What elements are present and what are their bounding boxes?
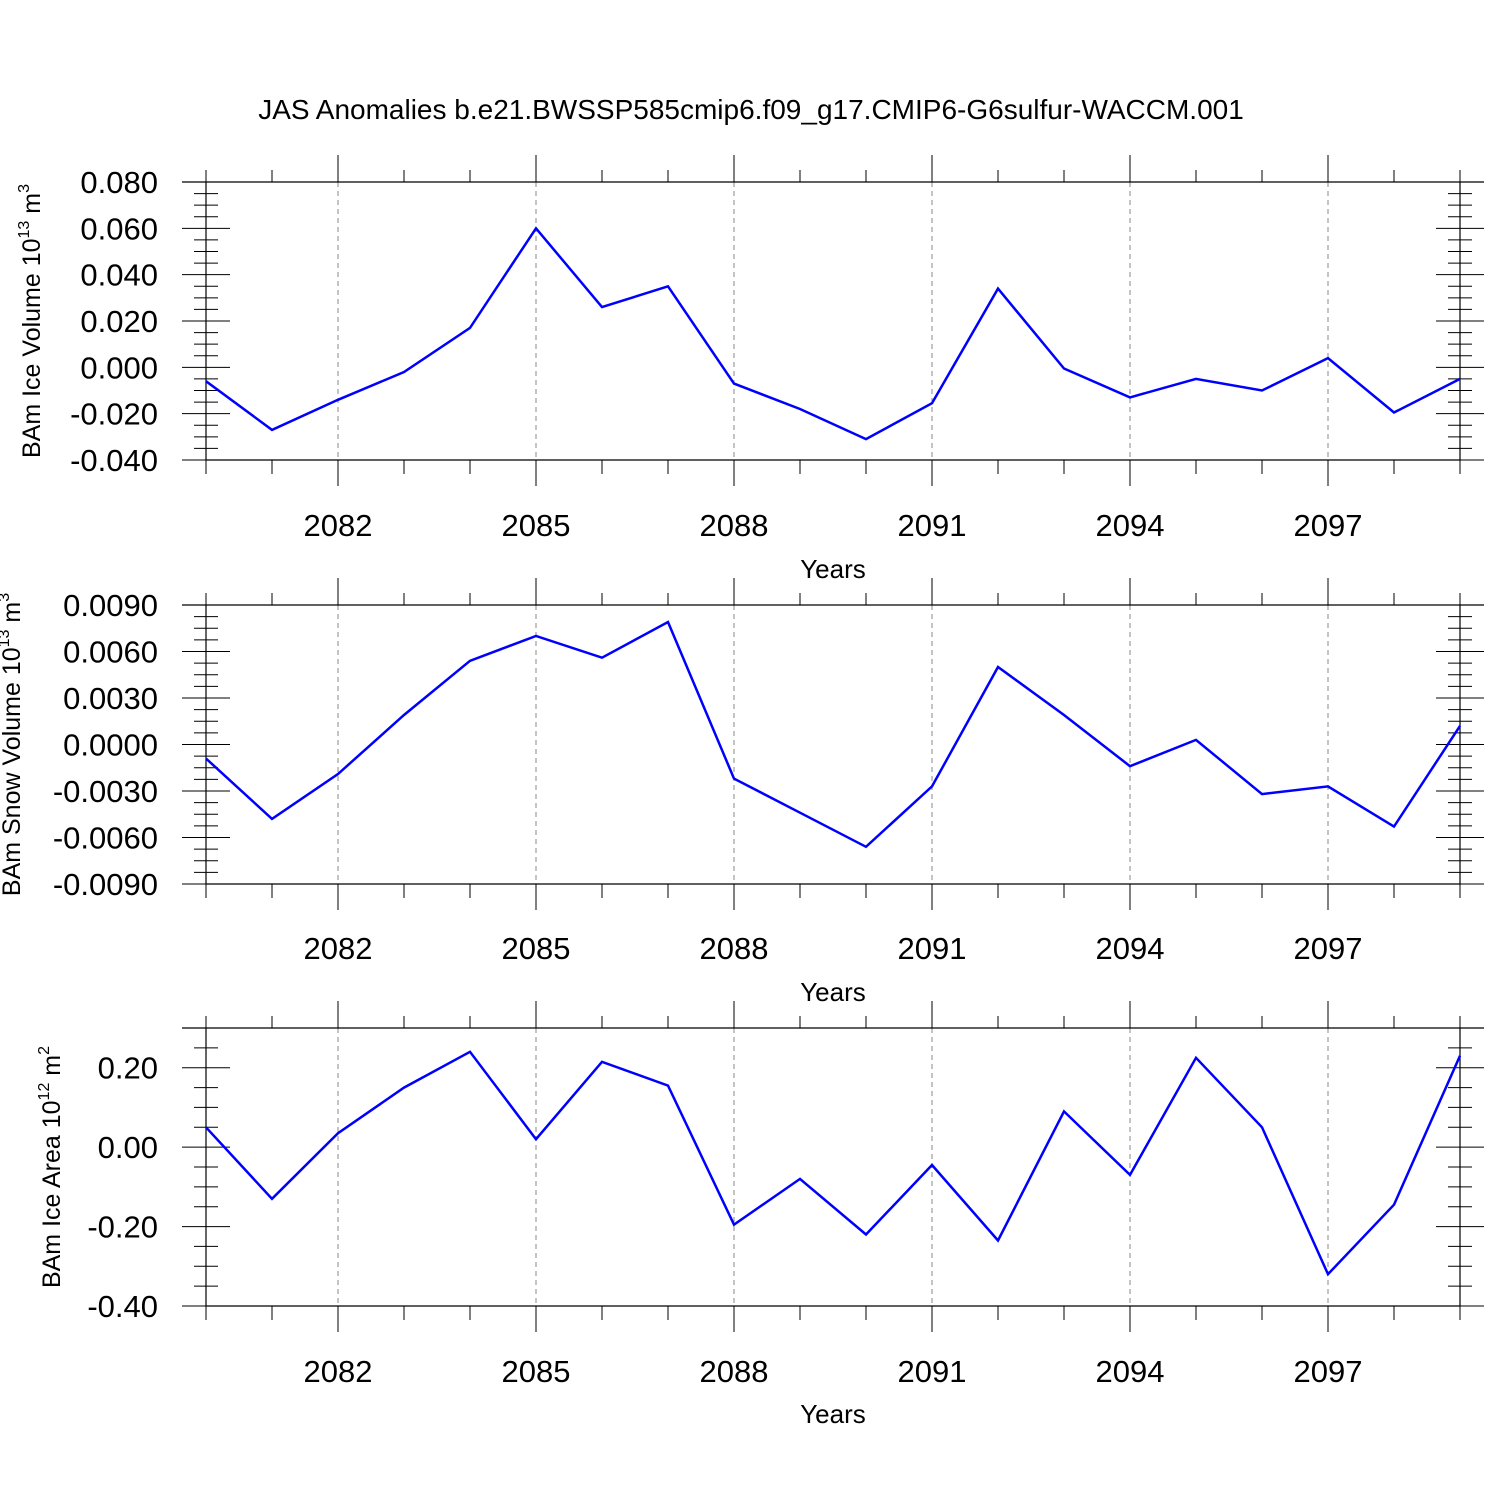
x-tick-label: 2082 bbox=[304, 508, 373, 543]
y-axis-label-part: m bbox=[0, 602, 26, 630]
panel-2: -0.0090 -0.0060 -0.0030 0.0000 0.0030 0.0060 0… bbox=[0, 578, 1484, 1007]
x-tick-label: 2097 bbox=[1294, 508, 1363, 543]
y-tick-label: 0.040 bbox=[80, 258, 158, 293]
y-tick-label: 0.0090 bbox=[63, 588, 158, 623]
y-tick-label: 0.00 bbox=[98, 1130, 158, 1165]
x-tick-label: 2085 bbox=[502, 931, 571, 966]
y-tick-label: 0.20 bbox=[98, 1051, 158, 1086]
y-axis-label-part: BAm Snow Volume 10 bbox=[0, 647, 26, 896]
x-tick-label: 2085 bbox=[502, 1354, 571, 1389]
y-axis-label: BAm Ice Area 1012 m2 bbox=[36, 1046, 66, 1288]
panels: -0.040 -0.020 0.000 0.020 0.040 0.060 0.080 208… bbox=[0, 155, 1484, 1429]
y-axis-label-part: BAm Ice Volume 10 bbox=[18, 238, 46, 458]
x-tick-label: 2091 bbox=[898, 931, 967, 966]
x-tick-label: 2094 bbox=[1096, 931, 1165, 966]
y-tick-label: 0.000 bbox=[80, 350, 158, 385]
y-tick-label: -0.020 bbox=[70, 397, 158, 432]
y-tick-label: 0.0030 bbox=[63, 681, 158, 716]
x-tick-label: 2088 bbox=[700, 508, 769, 543]
y-axis-label-exponent: 3 bbox=[0, 593, 13, 602]
x-tick-label: 2082 bbox=[304, 931, 373, 966]
y-axis-label-exponent: 2 bbox=[36, 1046, 53, 1055]
series-line bbox=[205, 1050, 1462, 1277]
x-axis-label: Years bbox=[800, 554, 866, 584]
y-axis-label-part: m bbox=[18, 193, 46, 221]
series-line bbox=[205, 226, 1461, 441]
x-tick-label: 2088 bbox=[700, 931, 769, 966]
y-tick-label: -0.040 bbox=[70, 443, 158, 478]
y-tick-label: 0.080 bbox=[80, 165, 158, 200]
x-tick-label: 2091 bbox=[898, 1354, 967, 1389]
series-line bbox=[205, 620, 1462, 849]
y-tick-label: 0.060 bbox=[80, 211, 158, 246]
y-axis-label-exponent: 3 bbox=[16, 184, 33, 193]
x-axis-label: Years bbox=[800, 977, 866, 1007]
y-axis-label: BAm Snow Volume 1013 m3 bbox=[0, 593, 26, 896]
x-tick-label: 2097 bbox=[1294, 931, 1363, 966]
panel-1: -0.040 -0.020 0.000 0.020 0.040 0.060 0.080 208… bbox=[16, 155, 1484, 584]
y-tick-label: 0.020 bbox=[80, 304, 158, 339]
y-tick-label: -0.40 bbox=[87, 1289, 158, 1324]
x-tick-label: 2082 bbox=[304, 1354, 373, 1389]
y-tick-label: -0.0030 bbox=[53, 774, 158, 809]
y-axis-label-exponent: 12 bbox=[36, 1083, 53, 1101]
chart-title: JAS Anomalies b.e21.BWSSP585cmip6.f09_g1… bbox=[258, 94, 1244, 125]
y-tick-label: 0.0060 bbox=[63, 635, 158, 670]
y-axis-label-part: m bbox=[38, 1055, 66, 1083]
panel-3: -0.40 -0.20 0.00 0.20 2082 2085 2088 2091 2094 20… bbox=[36, 1001, 1484, 1429]
y-axis-label-part: BAm Ice Area 10 bbox=[38, 1100, 66, 1288]
x-tick-label: 2094 bbox=[1096, 1354, 1165, 1389]
y-tick-label: -0.0090 bbox=[53, 867, 158, 902]
y-tick-label: -0.0060 bbox=[53, 821, 158, 856]
x-tick-label: 2088 bbox=[700, 1354, 769, 1389]
y-tick-label: 0.0000 bbox=[63, 728, 158, 763]
x-tick-label: 2097 bbox=[1294, 1354, 1363, 1389]
x-tick-label: 2091 bbox=[898, 508, 967, 543]
y-axis-label-exponent: 13 bbox=[0, 629, 13, 647]
x-axis-label: Years bbox=[800, 1399, 866, 1429]
y-axis-label: BAm Ice Volume 1013 m3 bbox=[16, 184, 46, 458]
y-tick-label: -0.20 bbox=[87, 1210, 158, 1245]
x-tick-label: 2094 bbox=[1096, 508, 1165, 543]
y-axis-label-exponent: 13 bbox=[16, 221, 33, 239]
x-tick-label: 2085 bbox=[502, 508, 571, 543]
